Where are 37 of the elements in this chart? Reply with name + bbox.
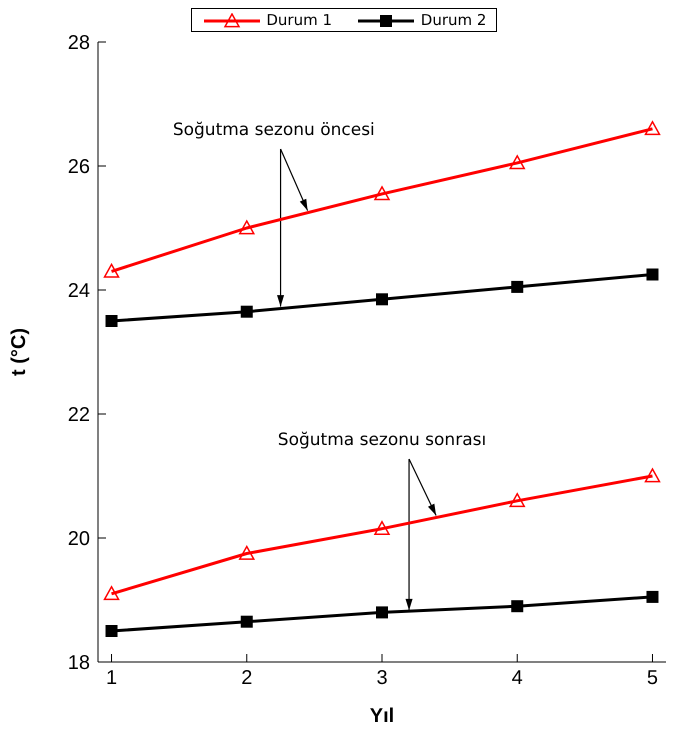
point	[240, 616, 253, 628]
y-tick-label: 20	[68, 528, 90, 550]
y-tick-label: 24	[68, 280, 90, 302]
annotation: Soğutma sezonu öncesi	[172, 120, 375, 140]
point	[104, 264, 120, 278]
legend-label: Durum 1	[265, 11, 332, 29]
point	[240, 306, 253, 318]
point	[646, 268, 658, 280]
point	[644, 121, 660, 136]
x-tick-label: 1	[106, 667, 118, 690]
legend-label: Durum 2	[420, 11, 486, 29]
point	[239, 546, 255, 560]
point	[511, 280, 524, 293]
point	[376, 293, 388, 306]
point	[509, 155, 525, 170]
point	[374, 520, 390, 536]
y-axis-title: t (°C)	[8, 328, 30, 376]
y-tick-label: 18	[68, 652, 90, 674]
y-tick-label: 22	[68, 404, 90, 426]
x-tick-label: 3	[376, 667, 388, 690]
point	[106, 315, 118, 327]
annotation: Soğutma sezonu sonrası	[278, 430, 486, 450]
point	[239, 220, 255, 234]
y-tick-label: 28	[68, 32, 90, 54]
x-tick-label: 2	[241, 667, 252, 690]
point	[509, 493, 525, 508]
point	[374, 186, 390, 200]
point	[104, 586, 120, 600]
x-axis-title: Yıl	[370, 705, 394, 727]
x-tick-label: 5	[646, 667, 658, 690]
point	[646, 590, 658, 603]
x-tick-label: 4	[512, 667, 523, 690]
point	[376, 606, 388, 618]
y-tick-label: 26	[68, 156, 90, 178]
point	[644, 468, 660, 482]
point	[106, 625, 118, 637]
point	[511, 600, 524, 612]
